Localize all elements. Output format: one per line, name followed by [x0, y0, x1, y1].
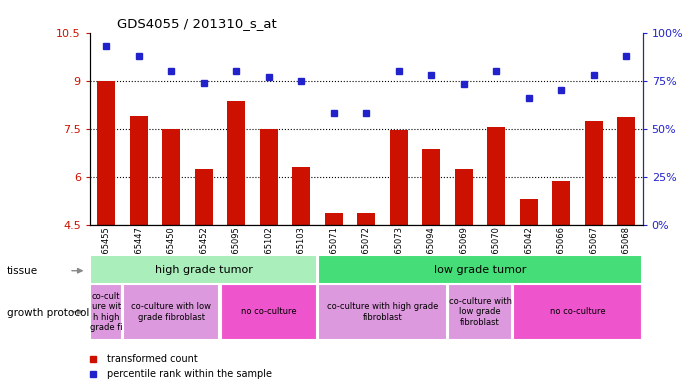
Text: growth protocol: growth protocol: [7, 308, 89, 318]
Bar: [91, 255, 316, 284]
Bar: [130, 116, 148, 225]
Text: no co-culture: no co-culture: [550, 308, 605, 316]
Bar: [357, 214, 375, 225]
Bar: [318, 284, 447, 340]
Text: tissue: tissue: [7, 266, 38, 276]
Bar: [292, 167, 310, 225]
Bar: [318, 255, 642, 284]
Bar: [260, 129, 278, 225]
Bar: [162, 129, 180, 225]
Bar: [220, 284, 316, 340]
Bar: [520, 199, 538, 225]
Text: co-culture with low
grade fibroblast: co-culture with low grade fibroblast: [131, 302, 211, 322]
Text: high grade tumor: high grade tumor: [155, 265, 253, 275]
Text: percentile rank within the sample: percentile rank within the sample: [107, 369, 272, 379]
Text: co-cult
ure wit
h high
grade fi: co-cult ure wit h high grade fi: [90, 292, 122, 332]
Bar: [325, 214, 343, 225]
Bar: [91, 284, 122, 340]
Text: GDS4055 / 201310_s_at: GDS4055 / 201310_s_at: [117, 17, 277, 30]
Bar: [448, 284, 512, 340]
Bar: [195, 169, 213, 225]
Bar: [552, 182, 570, 225]
Bar: [97, 81, 115, 225]
Text: co-culture with
low grade
fibroblast: co-culture with low grade fibroblast: [448, 297, 511, 327]
Bar: [513, 284, 642, 340]
Bar: [227, 101, 245, 225]
Bar: [123, 284, 219, 340]
Bar: [487, 127, 505, 225]
Text: transformed count: transformed count: [107, 354, 198, 364]
Bar: [618, 118, 635, 225]
Bar: [585, 121, 603, 225]
Text: no co-culture: no co-culture: [241, 308, 296, 316]
Bar: [422, 149, 440, 225]
Text: low grade tumor: low grade tumor: [434, 265, 527, 275]
Bar: [455, 169, 473, 225]
Bar: [390, 130, 408, 225]
Text: co-culture with high grade
fibroblast: co-culture with high grade fibroblast: [327, 302, 438, 322]
